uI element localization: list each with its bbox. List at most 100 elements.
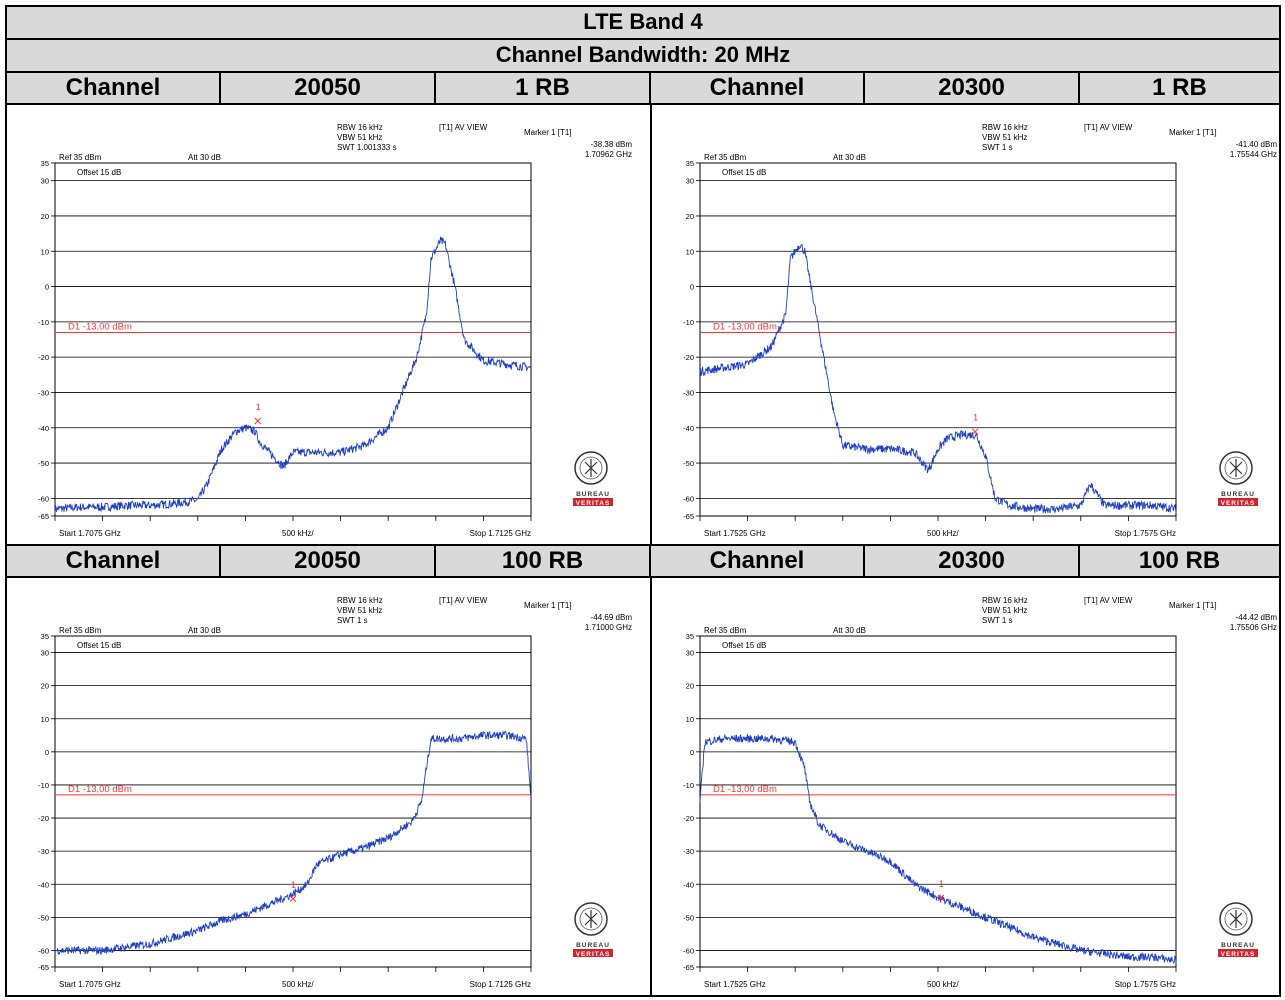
table-subtitle: Channel Bandwidth: 20 MHz [7,40,1279,73]
attenuation-label: Att 30 dB [833,153,866,162]
y-tick-label: 0 [45,748,49,757]
y-tick-label: -20 [683,353,694,362]
channel-number-cell: 20300 [865,546,1080,576]
bureau-veritas-wordmark: VERITAS [1221,951,1256,958]
bureau-veritas-wordmark: BUREAU [576,942,610,949]
bureau-veritas-wordmark [573,498,613,506]
plot-frame [54,162,532,517]
rbw-label: RBW 16 kHz [982,596,1028,605]
bureau-veritas-seal-icon [579,907,603,931]
start-frequency-label: Start 1.7075 GHz [59,529,121,538]
y-tick-label: 30 [686,177,694,186]
channel-label-cell: Channel [7,546,221,576]
marker-1-label: 1 [939,879,944,889]
y-tick-label: 10 [686,247,694,256]
y-tick-label: -65 [683,512,694,521]
y-tick-label: 20 [686,682,694,691]
swt-label: SWT 1.001333 s [337,143,396,152]
y-tick-label: 30 [41,649,49,658]
y-tick-label: -40 [38,880,49,889]
divider [650,105,652,544]
marker-title: Marker 1 [T1] [1169,128,1217,137]
vbw-label: VBW 51 kHz [337,133,382,142]
limit-line-label: D1 -13,00 dBm [713,321,777,332]
y-tick-label: 10 [686,715,694,724]
bureau-veritas-wordmark [1218,949,1258,957]
y-tick-label: -60 [38,946,49,955]
channel-label-cell: Channel [651,546,865,576]
y-tick-label: 20 [41,212,49,221]
y-tick-label: -65 [38,963,49,972]
rb-cell: 100 RB [436,546,651,576]
bureau-veritas-wordmark: VERITAS [576,500,611,507]
y-tick-label: -40 [683,424,694,433]
trace-mode-label: [T1] AV VIEW [1084,596,1133,605]
y-tick-label: -65 [38,512,49,521]
attenuation-label: Att 30 dB [188,626,221,635]
y-tick-label: 0 [45,283,49,292]
vbw-label: VBW 51 kHz [337,606,382,615]
marker-frequency: 1.70962 GHz [585,150,632,159]
marker-frequency: 1.71000 GHz [585,623,632,632]
ref-level-label: Ref 35 dBm [59,626,102,635]
stop-frequency-label: Stop 1.7125 GHz [470,529,531,538]
marker-title: Marker 1 [T1] [524,601,572,610]
y-tick-label: -50 [683,913,694,922]
span-label: 500 kHz/ [282,980,314,989]
trace-mode-label: [T1] AV VIEW [439,123,488,132]
y-tick-label: -20 [683,814,694,823]
y-tick-label: -50 [38,459,49,468]
marker-frequency: 1.75506 GHz [1230,623,1277,632]
limit-line-label: D1 -13,00 dBm [68,784,132,795]
bureau-veritas-seal-icon [584,910,598,928]
bureau-veritas-seal-icon [1229,910,1243,928]
spectrum-trace [54,730,532,956]
y-tick-label: -20 [38,353,49,362]
y-tick-label: -30 [683,847,694,856]
bureau-veritas-seal-icon [579,456,603,480]
marker-1-point [937,894,945,902]
attenuation-label: Att 30 dB [188,153,221,162]
channel-label-cell: Channel [651,73,865,103]
offset-label: Offset 15 dB [722,168,766,177]
start-frequency-label: Start 1.7525 GHz [704,980,766,989]
bureau-veritas-wordmark [573,949,613,957]
rbw-label: RBW 16 kHz [982,123,1028,132]
start-frequency-label: Start 1.7525 GHz [704,529,766,538]
limit-line-label: D1 -13,00 dBm [713,784,777,795]
span-label: 500 kHz/ [282,529,314,538]
stop-frequency-label: Stop 1.7125 GHz [470,980,531,989]
swt-label: SWT 1 s [337,616,368,625]
bureau-veritas-wordmark: BUREAU [576,491,610,498]
channel-label-cell: Channel [7,73,221,103]
vbw-label: VBW 51 kHz [982,133,1027,142]
marker-1-point [289,895,297,903]
y-tick-label: -50 [38,913,49,922]
y-tick-label: 30 [686,649,694,658]
marker-level: -44.42 dBm [1236,613,1278,622]
channel-number-cell: 20050 [221,546,436,576]
ref-level-label: Ref 35 dBm [59,153,102,162]
report-table: LTE Band 4 Channel Bandwidth: 20 MHz Cha… [5,5,1281,997]
bureau-veritas-seal-icon [584,459,598,477]
bureau-veritas-wordmark [575,941,611,948]
y-tick-label: -50 [683,459,694,468]
plot-frame [54,635,532,968]
channel-number-cell: 20300 [865,73,1080,103]
swt-label: SWT 1 s [982,616,1013,625]
y-tick-label: -20 [38,814,49,823]
y-tick-label: -60 [683,494,694,503]
marker-1-label: 1 [973,413,978,423]
y-tick-label: -40 [683,880,694,889]
y-tick-label: -65 [683,963,694,972]
marker-1-point [254,417,262,425]
span-label: 500 kHz/ [927,980,959,989]
offset-label: Offset 15 dB [77,168,121,177]
marker-level: -44.69 dBm [591,613,633,622]
y-tick-label: 10 [41,247,49,256]
bureau-veritas-seal-icon [1224,907,1248,931]
y-tick-label: -40 [38,424,49,433]
